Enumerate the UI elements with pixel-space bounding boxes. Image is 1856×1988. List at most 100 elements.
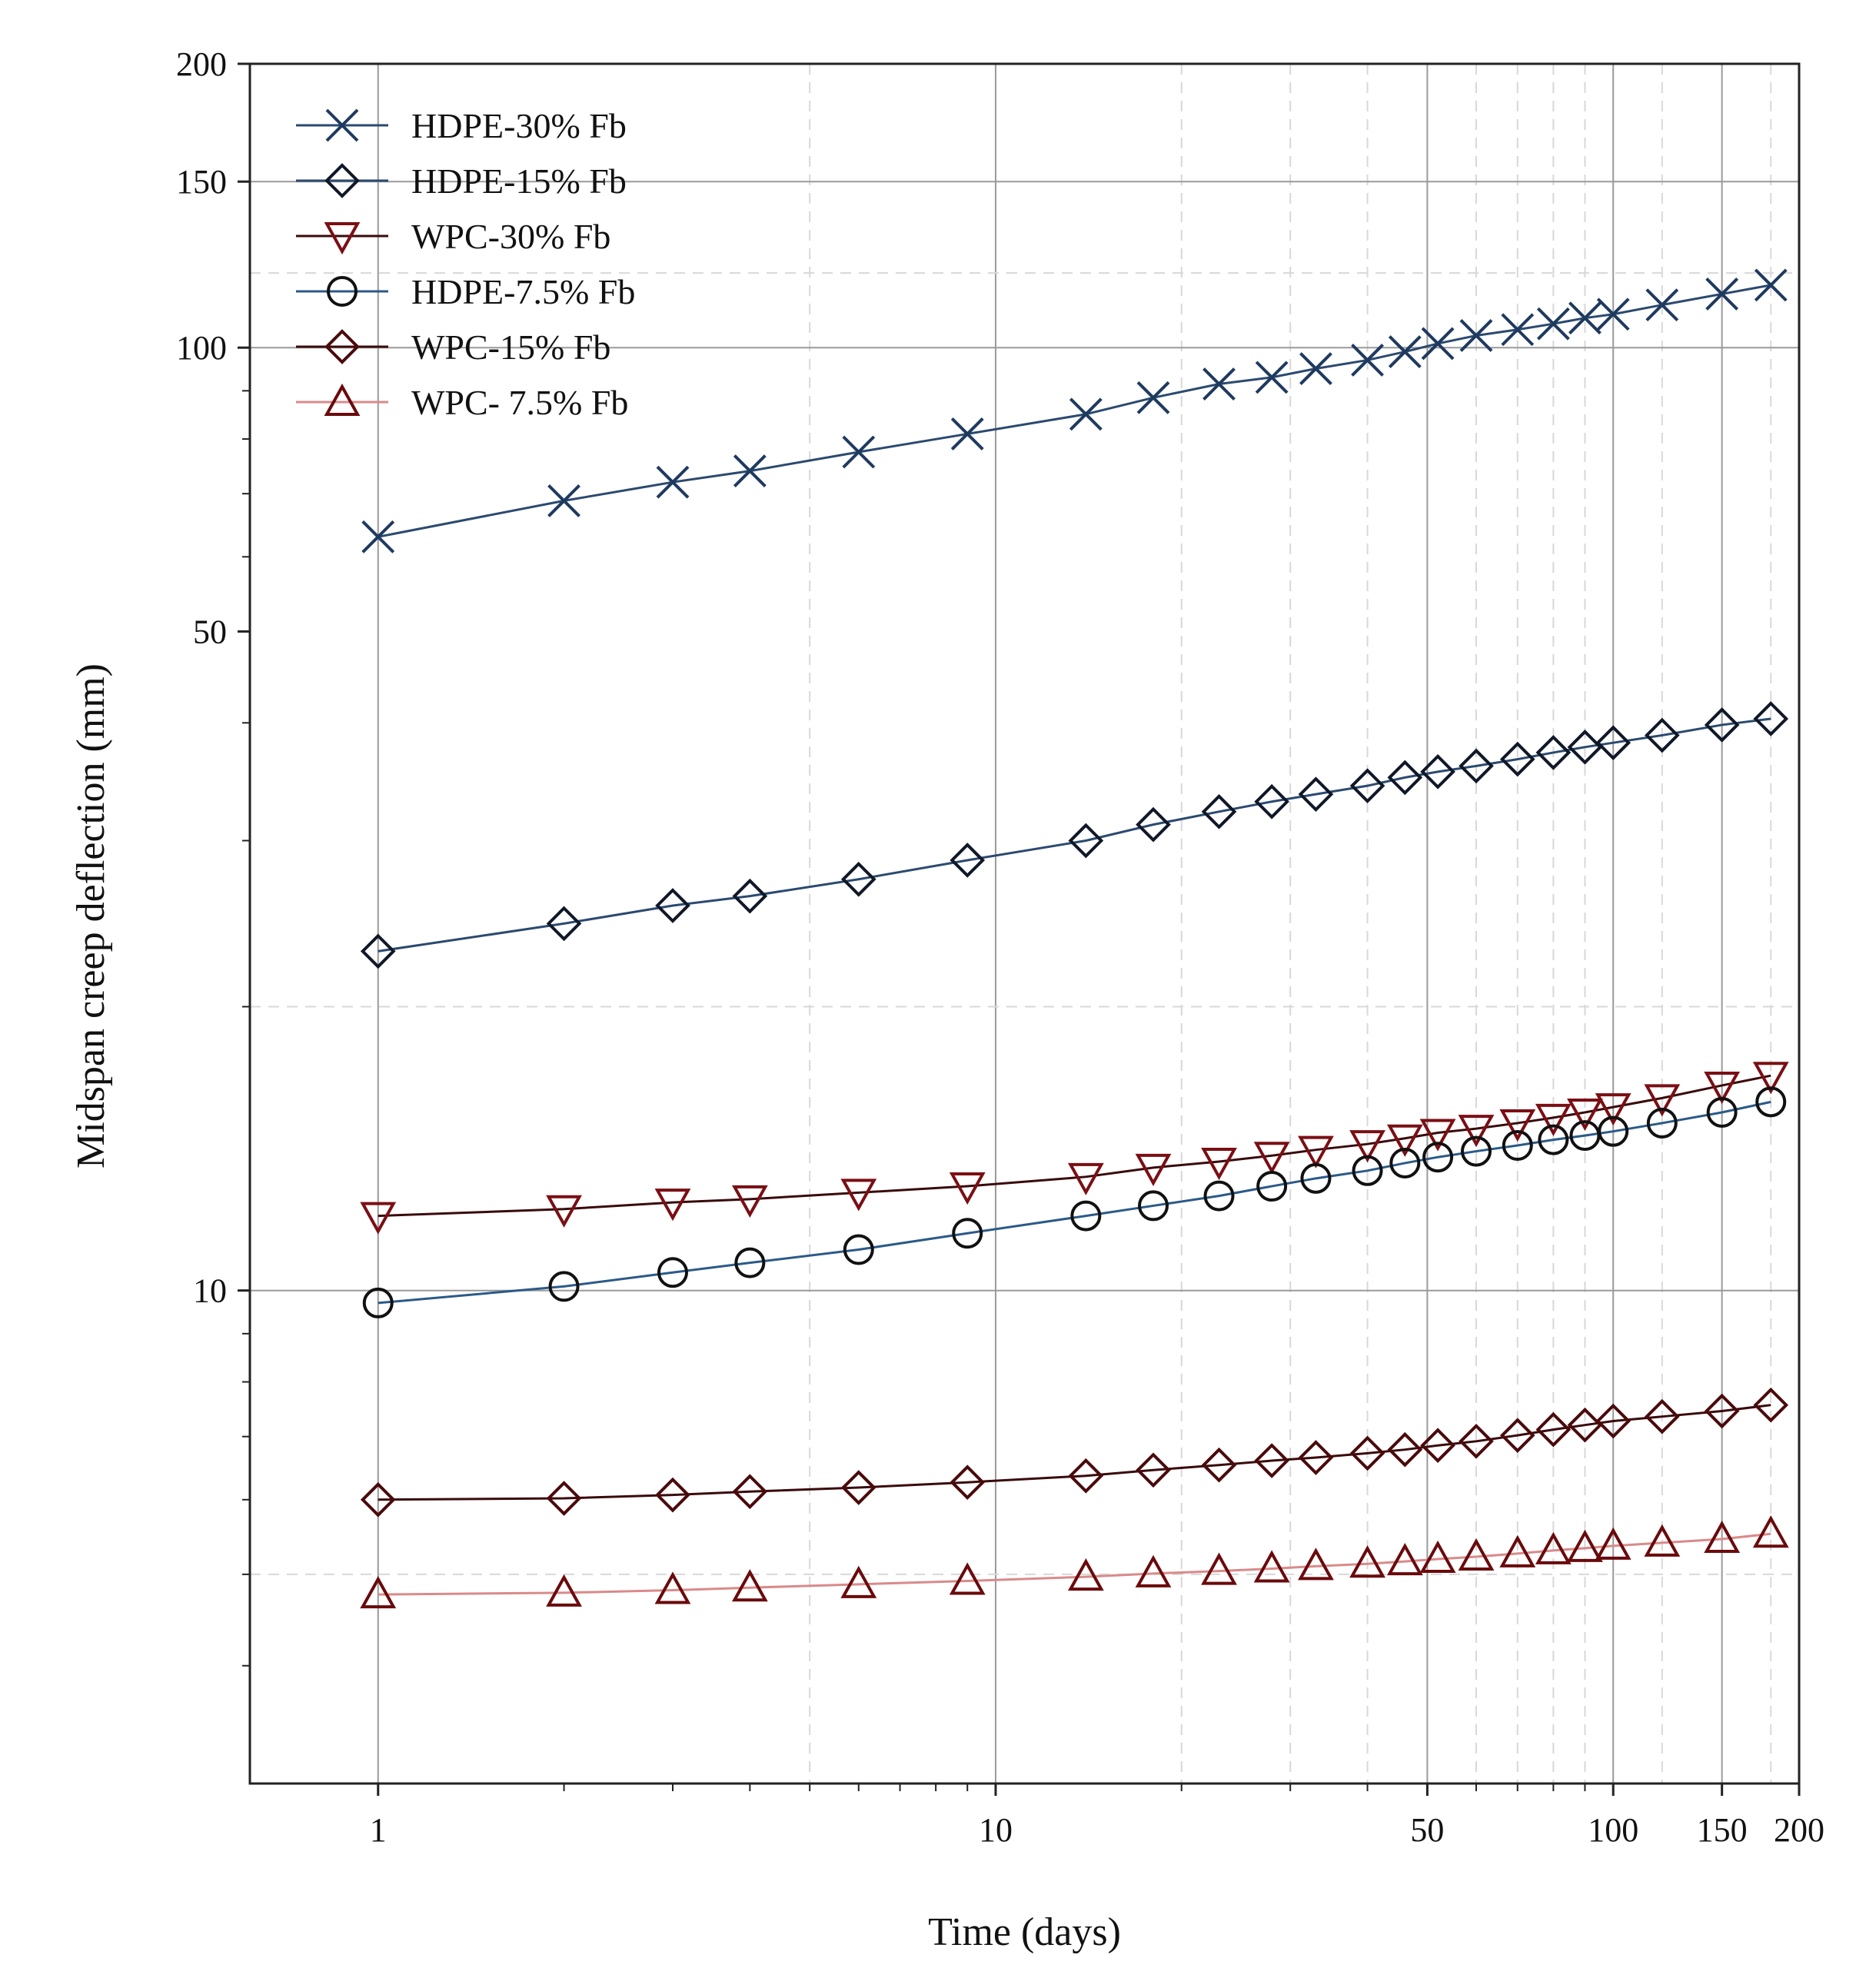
grid-lines [250,64,1799,1784]
data-point [1300,1162,1332,1194]
data-point [1070,1200,1102,1232]
data-point [1754,268,1788,302]
data-point [1351,344,1384,377]
data-point [1253,1142,1290,1175]
data-point [1501,313,1535,347]
data-point [1068,1458,1104,1494]
data-point [1136,381,1170,414]
data-point [1298,776,1334,812]
data-point [1254,1443,1289,1478]
legend-item: HDPE-15% Fb [296,161,627,201]
data-point [731,1569,768,1602]
data-point [1255,361,1289,394]
data-point [1201,1447,1237,1483]
marker-stroke [1255,361,1289,394]
series-line [378,284,1771,538]
series-line [378,1100,1771,1305]
data-point [1535,1103,1572,1137]
data-point [361,520,395,554]
data-point [1421,327,1455,361]
data-point [1755,1086,1787,1118]
data-point [1349,1545,1385,1578]
data-point [1644,717,1680,753]
data-point [1704,707,1740,743]
data-point [1349,1130,1385,1163]
x-tick-label: 100 [1588,1811,1638,1849]
data-point [1349,1435,1385,1471]
data-point [1644,1524,1681,1557]
marker-stroke [1136,381,1170,414]
marker-stroke [361,520,395,554]
legend-item: HDPE-30% Fb [296,106,627,145]
data-point [1136,806,1171,843]
legend-item: HDPE-7.5% Fb [296,272,635,311]
data-point [1595,1093,1631,1126]
data-point [952,1218,983,1249]
legend-label: HDPE-7.5% Fb [411,272,635,311]
data-point [360,1481,396,1518]
data-point [1598,1115,1629,1147]
x-tick-label: 10 [979,1811,1013,1849]
series-1 [361,268,1788,554]
data-point [1538,1124,1569,1155]
data-point [1135,1153,1172,1186]
y-tick-label: 50 [193,613,227,650]
x-tick-label: 150 [1697,1811,1748,1849]
legend-label: WPC- 7.5% Fb [411,383,628,422]
series-3 [360,1062,1789,1235]
data-point [1459,319,1493,352]
data-point [1386,1543,1423,1576]
data-point [949,1172,986,1205]
series-4 [362,1086,1787,1318]
legend-label: HDPE-15% Fb [411,161,627,201]
data-point [1567,1098,1603,1132]
marker-stroke [1351,344,1384,377]
series-5 [360,1387,1789,1518]
legend-label: HDPE-30% Fb [411,106,627,145]
legend-marker [327,276,358,307]
data-point [1567,729,1603,765]
data-point [1535,1531,1572,1564]
legend-marker [324,222,361,255]
data-point [362,1287,394,1318]
data-point [1499,1109,1536,1142]
data-point [1458,1115,1495,1148]
plot-frame [248,62,1801,1785]
marker-stroke [842,435,876,469]
marker-stroke [1069,397,1103,431]
data-point [654,1188,691,1222]
legend: HDPE-30% Fb HDPE-15% Fb WPC-30% Fb HDPE-7.5… [296,106,635,422]
data-point [950,1464,986,1501]
y-tick-label: 150 [176,163,227,201]
legend-label: WPC-30% Fb [411,217,610,256]
data-point [1499,1534,1536,1567]
marker-stroke [1299,352,1332,385]
data-point [1502,1130,1533,1162]
data-point [655,888,690,923]
y-axis-title: Midspan creep deflection (mm) [69,663,113,1169]
data-point [1068,823,1104,859]
data-point [1704,1393,1740,1429]
data-point [1067,1162,1104,1195]
series-2 [360,701,1789,969]
data-point [546,1481,582,1516]
data-point [1420,1428,1455,1464]
data-point [548,1271,580,1302]
marker-stroke [950,417,984,450]
data-point [1202,367,1236,401]
data-point [1596,298,1630,331]
y-tick-label: 10 [193,1272,227,1310]
marker-stroke [1202,367,1236,401]
data-point [1536,307,1570,341]
data-point [1298,1135,1334,1169]
data-point [1298,1548,1334,1581]
marker-stroke [1705,278,1739,311]
data-point [1595,1527,1631,1560]
data-point [732,1474,768,1510]
data-point [546,1574,582,1607]
marker-stroke [733,454,767,488]
tick-labels: 1 10 50 100 150 200 10 50 100 150 200 [176,45,1824,1849]
marker-stroke [1596,298,1630,331]
marker-stroke [1421,327,1455,361]
legend-label: WPC-15% Fb [411,327,610,367]
